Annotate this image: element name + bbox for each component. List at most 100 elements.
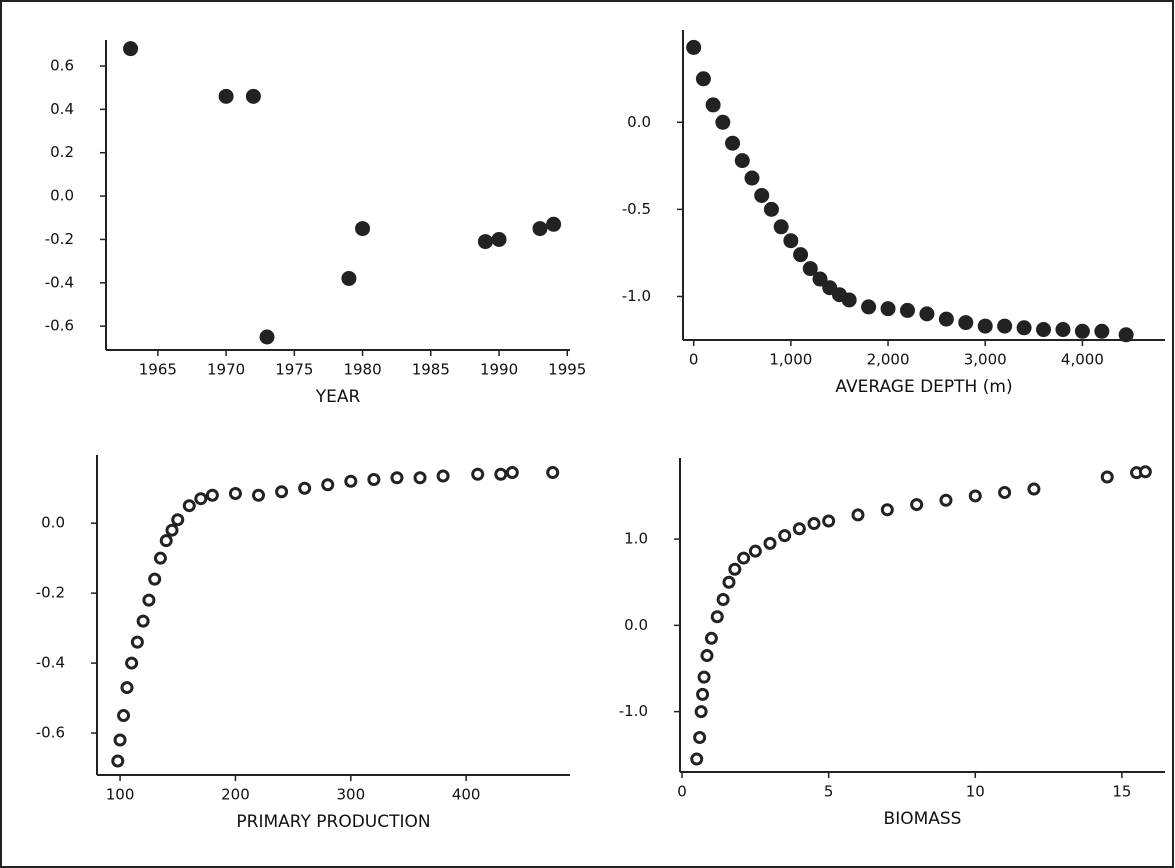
point: [861, 299, 877, 315]
point: [130, 635, 144, 649]
point: [778, 529, 792, 543]
y-tick-label: 1.0: [624, 530, 648, 548]
point: [690, 752, 704, 766]
point: [505, 465, 519, 479]
x-tick-label: 10: [966, 783, 985, 801]
y-tick-label: -1.0: [619, 702, 648, 720]
point: [494, 467, 508, 481]
y-tick-label: 0.0: [50, 187, 74, 205]
point: [686, 39, 702, 55]
point: [120, 681, 134, 695]
point: [807, 517, 821, 531]
point: [899, 302, 915, 318]
point: [1016, 320, 1032, 336]
point: [491, 231, 507, 247]
x-tick-label: 1985: [412, 361, 450, 379]
x-tick-label: 1980: [343, 361, 381, 379]
x-tick-label: 3,000: [964, 351, 1007, 369]
y-tick-label: -0.4: [36, 654, 65, 672]
point: [546, 465, 560, 479]
point: [367, 472, 381, 486]
y-tick-label: 0.4: [50, 100, 74, 118]
point: [705, 97, 721, 113]
point: [182, 499, 196, 513]
y-tick-label: 0.2: [50, 143, 74, 161]
point: [259, 329, 275, 345]
point: [725, 135, 741, 151]
point: [355, 221, 371, 237]
x-tick-label: 200: [221, 786, 250, 804]
point: [968, 489, 982, 503]
point: [1036, 322, 1052, 338]
x-tick-label: 1995: [548, 361, 586, 379]
point: [812, 271, 828, 287]
point: [1074, 323, 1090, 339]
y-tick-label: 0.0: [624, 616, 648, 634]
point: [754, 187, 770, 203]
y-tick-label: 0.0: [627, 113, 651, 131]
point: [851, 508, 865, 522]
x-tick-label: 100: [106, 786, 135, 804]
point: [880, 301, 896, 317]
x-tick-label: 0: [689, 351, 699, 369]
point: [710, 610, 724, 624]
x-tick-label: 2,000: [867, 351, 910, 369]
point: [1138, 465, 1152, 479]
point: [910, 498, 924, 512]
x-tick-label: 300: [336, 786, 365, 804]
point: [125, 656, 139, 670]
x-tick-label: 1965: [139, 361, 177, 379]
point: [136, 614, 150, 628]
point: [802, 261, 818, 277]
point: [1094, 323, 1110, 339]
point: [471, 467, 485, 481]
point: [763, 201, 779, 217]
x-tick-label: 0: [677, 783, 687, 801]
x-axis-title: YEAR: [315, 387, 361, 407]
point: [117, 709, 131, 723]
point: [532, 221, 548, 237]
point: [822, 514, 836, 528]
point: [728, 562, 742, 576]
point: [716, 592, 730, 606]
point: [744, 170, 760, 186]
point: [436, 469, 450, 483]
point: [321, 478, 335, 492]
point: [153, 551, 167, 565]
point: [390, 471, 404, 485]
point: [123, 41, 139, 57]
point: [171, 513, 185, 527]
point: [694, 705, 708, 719]
y-tick-label: -0.2: [45, 230, 74, 248]
y-tick-label: 0.0: [41, 514, 65, 532]
point: [880, 503, 894, 517]
y-tick-label: -0.5: [622, 200, 651, 218]
point: [245, 88, 261, 104]
point: [693, 730, 707, 744]
point: [748, 544, 762, 558]
point: [1118, 327, 1134, 343]
point: [165, 523, 179, 537]
point: [477, 234, 493, 250]
point: [704, 631, 718, 645]
point: [1100, 470, 1114, 484]
point: [194, 492, 208, 506]
point: [298, 481, 312, 495]
x-tick-label: 400: [452, 786, 481, 804]
point: [841, 292, 857, 308]
point: [783, 233, 799, 249]
point: [341, 270, 357, 286]
point: [344, 474, 358, 488]
point: [958, 315, 974, 331]
point: [252, 488, 266, 502]
point: [1055, 322, 1071, 338]
point: [142, 593, 156, 607]
x-axis-title: AVERAGE DEPTH (m): [835, 377, 1012, 397]
y-tick-label: -0.6: [36, 724, 65, 742]
point: [700, 649, 714, 663]
point: [113, 733, 127, 747]
point: [218, 88, 234, 104]
